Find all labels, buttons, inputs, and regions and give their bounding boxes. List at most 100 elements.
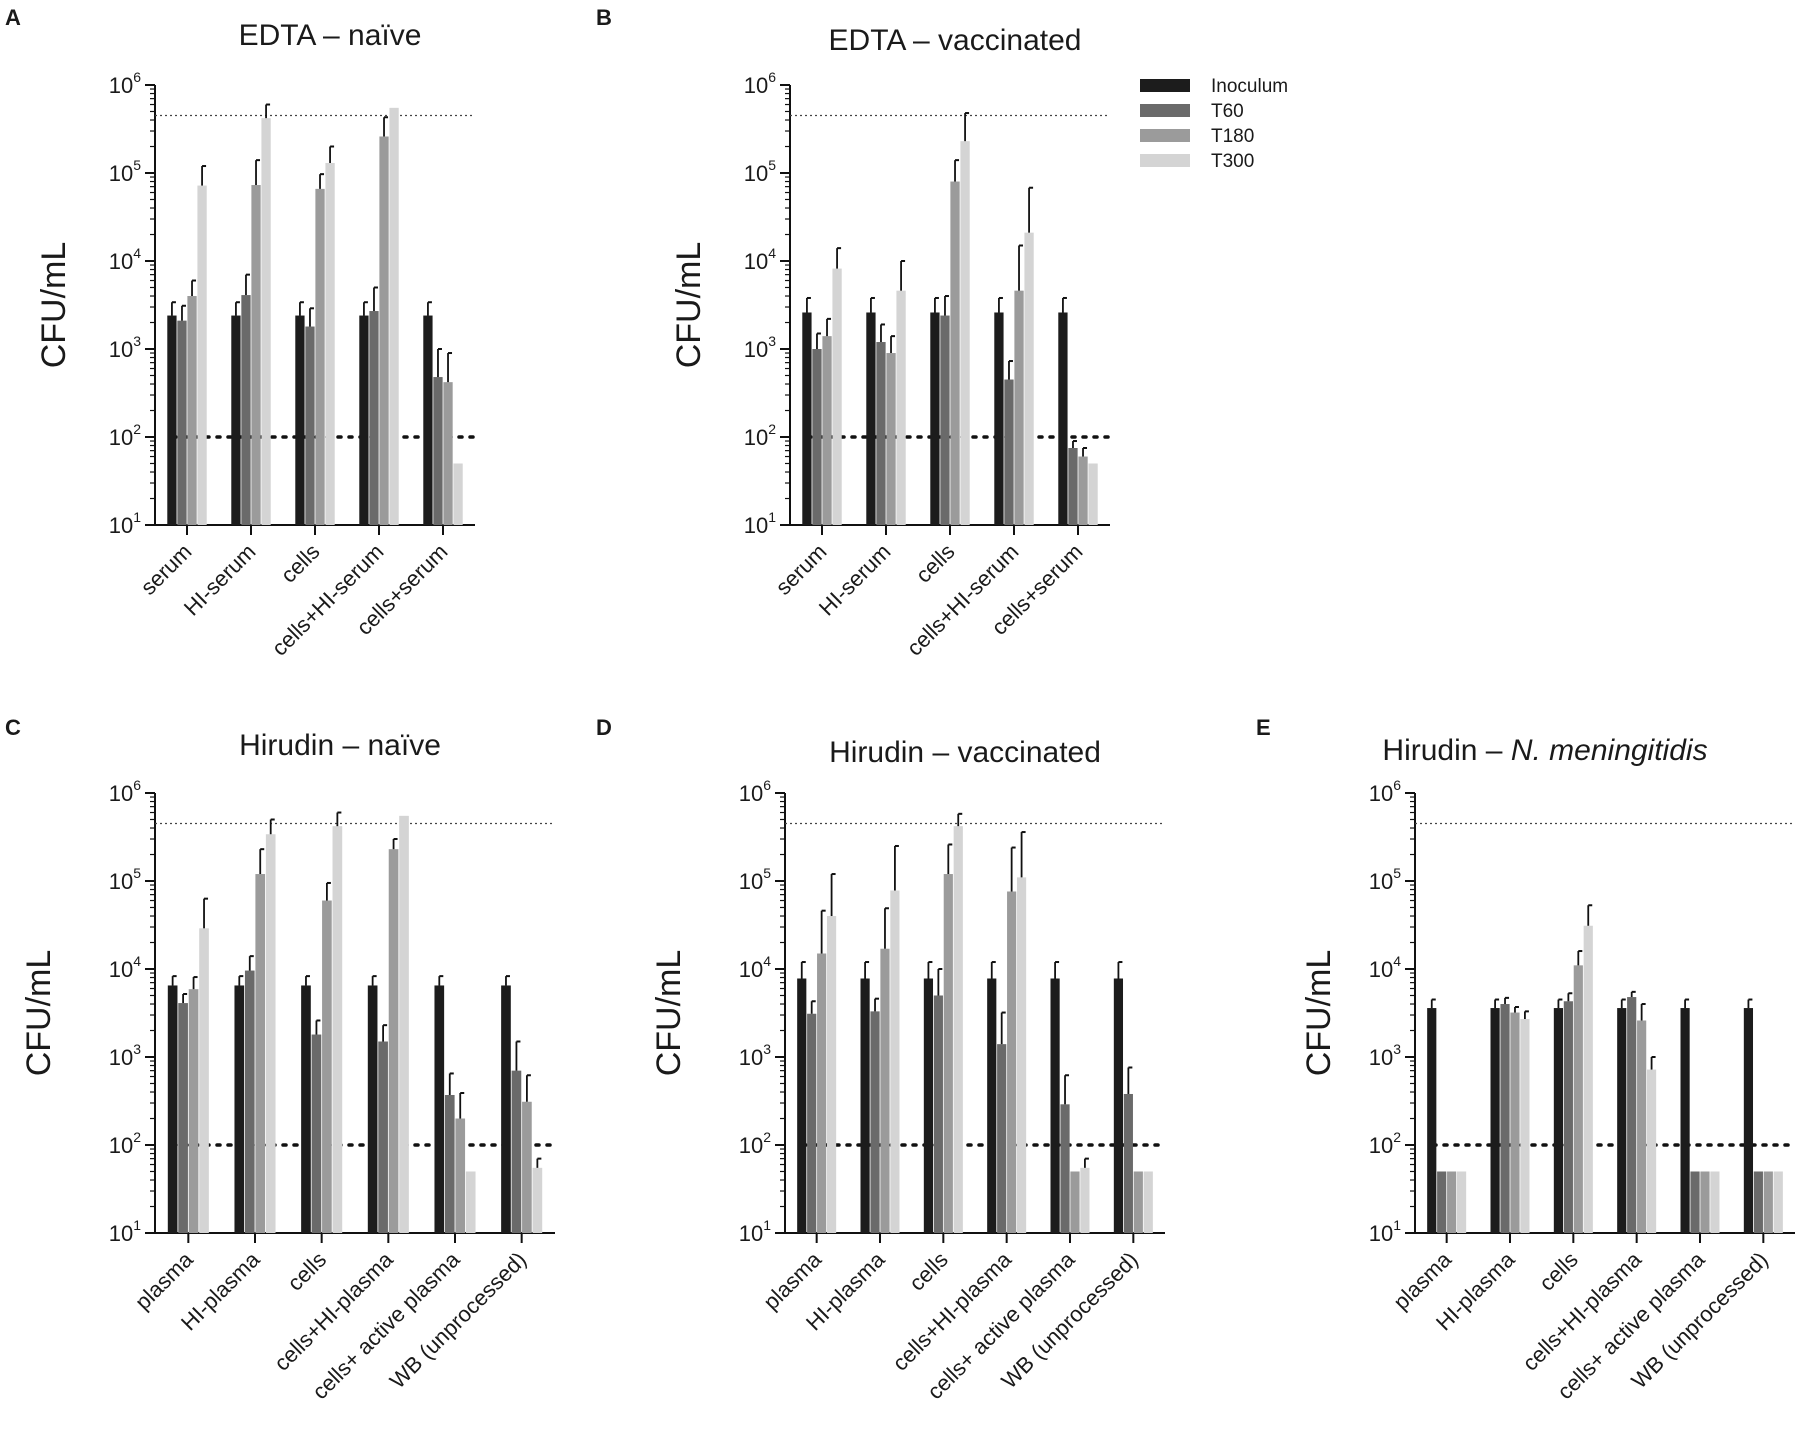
bar-t300-2 — [890, 890, 900, 1233]
bar-t60-3 — [933, 995, 943, 1233]
y-tick-base: 10 — [1369, 781, 1393, 806]
bar-inoculum-1 — [797, 978, 807, 1233]
y-tick-base: 10 — [744, 337, 768, 362]
bar-t60-3 — [940, 315, 950, 525]
bar-t180-4 — [379, 136, 389, 525]
y-tick-base: 10 — [1369, 1045, 1393, 1070]
bar-inoculum-3 — [295, 315, 305, 525]
bar-t180-1 — [822, 336, 832, 525]
bar-inoculum-5 — [1050, 978, 1060, 1233]
bar-t60-2 — [876, 342, 886, 525]
bar-inoculum-4 — [367, 985, 378, 1233]
chart-title: Hirudin – naïve — [239, 729, 441, 762]
bar-t60-5 — [1060, 1104, 1070, 1233]
bar-t60-5 — [444, 1094, 455, 1233]
bar-t60-3 — [305, 326, 315, 525]
bar-t60-5 — [1068, 447, 1078, 525]
x-category-label: serum — [771, 539, 832, 600]
y-tick-base: 10 — [1369, 1133, 1393, 1158]
y-tick-base: 10 — [739, 1045, 763, 1070]
legend: Inoculum T60 T180 T300 — [1140, 76, 1288, 172]
bar-t180-4 — [388, 849, 399, 1233]
y-tick-exponent: 4 — [763, 953, 771, 969]
bar-t60-5 — [433, 377, 443, 525]
bar-t180-2 — [1510, 1012, 1520, 1233]
bar-t60-4 — [1004, 379, 1014, 525]
bar-inoculum-2 — [1490, 1008, 1500, 1233]
bar-t60-3 — [1563, 1001, 1573, 1233]
bar-inoculum-1 — [802, 312, 812, 525]
y-tick-label: 106 — [744, 69, 776, 98]
y-tick-exponent: 4 — [1393, 953, 1401, 969]
panel-letter: D — [596, 715, 612, 740]
bar-t180-3 — [950, 181, 960, 525]
y-tick-base: 10 — [744, 73, 768, 98]
bar-t300-2 — [261, 118, 271, 526]
bar-inoculum-1 — [167, 315, 177, 525]
bar-inoculum-2 — [234, 985, 245, 1233]
y-tick-exponent: 6 — [133, 69, 141, 85]
y-tick-base: 10 — [1369, 1221, 1393, 1246]
y-tick-exponent: 3 — [768, 333, 776, 349]
bar-t180-3 — [322, 900, 332, 1233]
bar-t60-3 — [311, 1034, 322, 1233]
y-tick-base: 10 — [1369, 869, 1393, 894]
y-tick-exponent: 4 — [768, 245, 776, 261]
y-tick-label: 106 — [109, 777, 141, 806]
bar-inoculum-3 — [301, 985, 311, 1233]
y-tick-exponent: 4 — [133, 245, 141, 261]
y-tick-base: 10 — [109, 425, 133, 450]
chart-title-prefix: Hirudin – — [1382, 734, 1510, 767]
y-tick-base: 10 — [109, 513, 133, 538]
y-tick-base: 10 — [109, 73, 133, 98]
y-tick-base: 10 — [739, 781, 763, 806]
bar-t60-1 — [807, 1013, 817, 1233]
y-tick-base: 10 — [109, 161, 133, 186]
bar-t180-5 — [443, 382, 453, 525]
y-tick-exponent: 3 — [133, 1041, 141, 1057]
y-tick-base: 10 — [744, 513, 768, 538]
bar-t60-4 — [997, 1044, 1007, 1233]
y-tick-base: 10 — [109, 1045, 133, 1070]
bar-t180-2 — [251, 185, 261, 525]
y-tick-exponent: 5 — [768, 157, 776, 173]
bar-t60-1 — [812, 349, 822, 525]
x-category-label: HI-serum — [179, 539, 261, 621]
y-tick-exponent: 3 — [763, 1041, 771, 1057]
y-tick-exponent: 5 — [763, 865, 771, 881]
chart-title: Hirudin – vaccinated — [829, 736, 1101, 769]
bar-t300-4 — [389, 107, 399, 525]
y-tick-label: 106 — [1369, 777, 1401, 806]
y-tick-label: 102 — [744, 421, 776, 450]
y-tick-base: 10 — [744, 425, 768, 450]
bar-t60-6 — [1123, 1093, 1133, 1233]
y-tick-base: 10 — [109, 869, 133, 894]
bar-inoculum-2 — [860, 978, 870, 1233]
y-axis-label: CFU/mL — [20, 950, 58, 1077]
bar-t180-4 — [1014, 290, 1024, 525]
y-tick-exponent: 5 — [1393, 865, 1401, 881]
y-tick-label: 101 — [109, 509, 141, 538]
y-tick-base: 10 — [109, 249, 133, 274]
bar-inoculum-3 — [930, 312, 940, 525]
bar-t300-2 — [1520, 1019, 1530, 1233]
y-tick-exponent: 1 — [133, 509, 141, 525]
bar-t300-2 — [265, 834, 276, 1233]
bar-t180-1 — [187, 296, 197, 525]
x-category-label: cells+HI-serum — [902, 539, 1024, 661]
y-tick-exponent: 6 — [133, 777, 141, 793]
bar-t60-6 — [1753, 1171, 1763, 1233]
y-tick-base: 10 — [109, 337, 133, 362]
bar-inoculum-2 — [231, 315, 241, 525]
y-tick-exponent: 2 — [768, 421, 776, 437]
y-tick-exponent: 5 — [133, 865, 141, 881]
y-tick-label: 105 — [744, 157, 776, 186]
bar-t300-1 — [1456, 1171, 1467, 1233]
bar-inoculum-4 — [994, 312, 1004, 525]
x-category-label: cells — [904, 1247, 953, 1296]
bar-inoculum-3 — [1553, 1008, 1564, 1233]
panel-letter: B — [596, 5, 612, 30]
y-tick-exponent: 3 — [1393, 1041, 1401, 1057]
bar-t300-1 — [826, 916, 837, 1233]
